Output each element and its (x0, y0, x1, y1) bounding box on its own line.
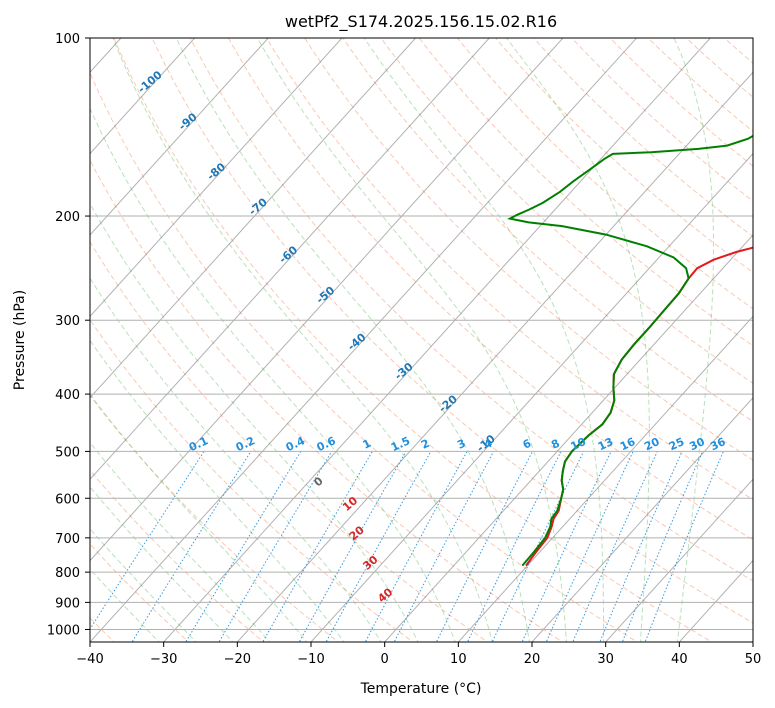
y-tick-label: 600 (55, 492, 80, 507)
x-axis-title: Temperature (°C) (360, 681, 482, 697)
mixing-ratio-label: 10 (569, 435, 589, 453)
mixing-ratio-line (393, 451, 495, 642)
y-tick-label: 500 (55, 445, 80, 460)
isotherm (457, 315, 753, 642)
dry-adiabat (189, 38, 753, 582)
dry-adiabat (266, 38, 753, 501)
profile-line (507, 134, 753, 567)
mixing-ratio-line (521, 451, 612, 642)
pressure-grid (90, 38, 753, 630)
isotherm (163, 38, 711, 642)
dry-adiabat (113, 38, 713, 642)
x-tick-label: 0 (381, 652, 389, 667)
y-tick-label: 800 (55, 566, 80, 581)
x-tick-label: −10 (297, 652, 324, 667)
isotherm (90, 38, 343, 318)
dry-adiabat (609, 38, 753, 167)
y-axis-ticks: 100 200 300 400 500 600 700 800 900 1000 (47, 32, 90, 638)
isotherm (90, 38, 490, 480)
x-tick-label: −30 (150, 652, 177, 667)
isotherm (310, 152, 753, 642)
moist-adiabat (90, 393, 308, 642)
plot-frame (89, 37, 754, 643)
mixing-ratio-line (325, 451, 432, 642)
mixing-ratio-label: 20 (642, 435, 662, 453)
x-axis-ticks: −40 −30 −20 −10 0 10 20 30 40 50 (76, 642, 761, 667)
mixing-ratio-line (131, 451, 252, 642)
isotherm (90, 38, 416, 399)
x-tick-label: 10 (450, 652, 467, 667)
x-tick-label: −40 (76, 652, 103, 667)
y-tick-label: 400 (55, 388, 80, 403)
sounding-profiles (507, 134, 753, 567)
dry-adiabat (227, 38, 753, 541)
mixing-ratio-label: 36 (708, 435, 728, 453)
dry-adiabat (456, 38, 753, 310)
y-tick-label: 300 (55, 314, 80, 329)
x-tick-label: 40 (671, 652, 688, 667)
y-tick-label: 1000 (47, 623, 80, 638)
dry-adiabat (533, 38, 753, 238)
x-tick-label: 50 (745, 652, 762, 667)
chart-title: wetPf2_S174.2025.156.15.02.R16 (285, 12, 557, 32)
isotherm (90, 38, 637, 642)
mixing-ratio-line (545, 451, 634, 642)
mixing-ratio-line (364, 451, 468, 642)
mixing-ratio-label: 30 (687, 435, 707, 453)
y-tick-label: 700 (55, 532, 80, 547)
x-tick-label: 20 (524, 652, 541, 667)
y-tick-label: 900 (55, 596, 80, 611)
dry-adiabat (304, 38, 753, 461)
isotherm (90, 38, 195, 155)
dry-adiabat (90, 71, 639, 642)
dry-adiabat (380, 38, 753, 384)
mixing-ratio-line (572, 451, 658, 642)
mixing-ratio-line (466, 451, 562, 642)
mixing-ratio-label: 16 (618, 435, 638, 453)
isotherm (384, 234, 753, 642)
isotherm (531, 397, 753, 642)
mixing-ratio-line (218, 451, 333, 642)
moist-adiabat (90, 202, 419, 642)
dry-adiabat (90, 318, 414, 642)
dry-adiabat (151, 38, 753, 624)
mixing-ratio-line (435, 451, 533, 642)
dry-adiabat (90, 469, 265, 642)
mixing-ratio-label: 13 (596, 435, 615, 453)
isotherm (236, 71, 753, 642)
isotherm (90, 38, 269, 236)
dry-adiabat (90, 159, 564, 642)
dry-adiabat (647, 38, 753, 133)
mixing-ratio-label: 25 (667, 435, 686, 453)
x-tick-label: −20 (224, 652, 251, 667)
mixing-ratio-line (185, 451, 302, 642)
dry-adiabat (342, 38, 753, 422)
y-axis-title: Pressure (hPa) (12, 290, 28, 390)
y-tick-label: 100 (55, 32, 80, 47)
x-tick-label: 30 (597, 652, 614, 667)
isotherm (605, 478, 753, 642)
mixing-ratio-line (491, 451, 585, 642)
isotherm (90, 38, 564, 562)
y-tick-label: 200 (55, 210, 80, 225)
